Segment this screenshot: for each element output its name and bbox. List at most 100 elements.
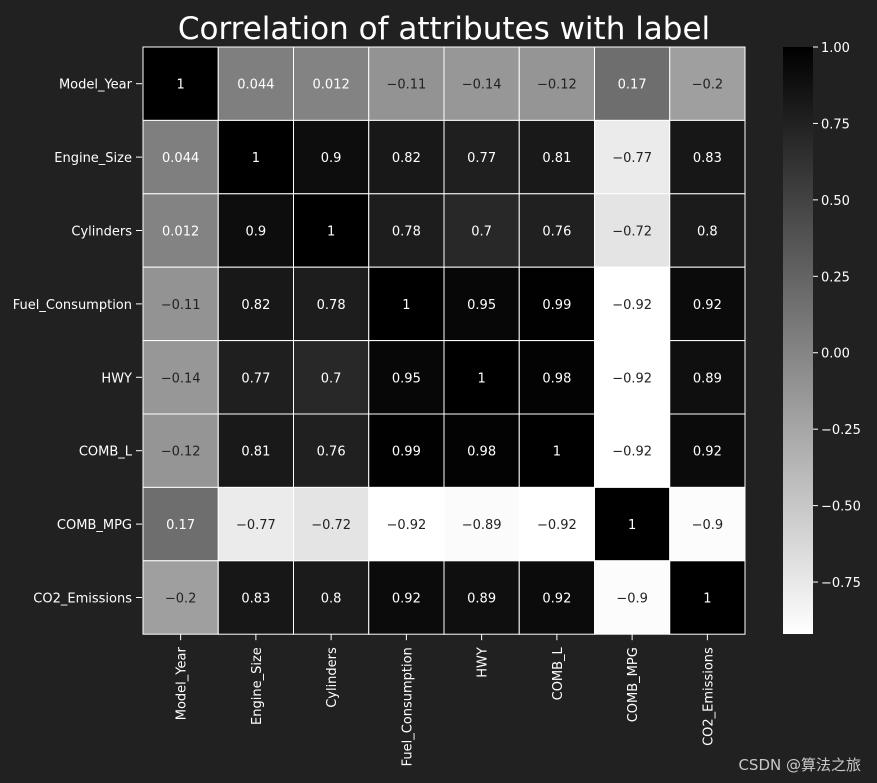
heatmap-cell — [594, 340, 671, 415]
heatmap-cell — [669, 413, 746, 488]
heatmap-cell — [368, 46, 445, 121]
heatmap-cell — [443, 266, 520, 342]
colorbar-tick-label: −0.75 — [821, 576, 861, 591]
cell-value-label: 0.83 — [693, 151, 722, 166]
colorbar-tick-label: 0.50 — [821, 194, 850, 209]
heatmap-cell — [443, 486, 520, 562]
cell-value-label: 0.9 — [246, 225, 267, 240]
heatmap-cell — [669, 486, 746, 562]
heatmap-cell — [217, 193, 294, 268]
cell-value-label: 0.82 — [392, 151, 421, 166]
cell-value-label: 0.83 — [241, 592, 270, 607]
colorbar-ticks: 1.00 0.75 0.50 0.25 0.00 −0.25 −0.50 −0.75 — [813, 41, 861, 591]
heatmap-cell — [443, 413, 520, 488]
row-tick-label: Fuel_Consumption — [13, 298, 132, 313]
column-tick-label: COMB_L — [551, 646, 566, 700]
heatmap-cell — [443, 46, 520, 121]
heatmap-cell — [443, 119, 520, 195]
cell-value-label: 1 — [176, 78, 184, 93]
column-tick-label: CO2_Emissions — [701, 647, 716, 746]
heatmap-cell — [669, 119, 746, 195]
cell-value-label: −0.2 — [692, 78, 724, 93]
heatmap-cell — [669, 340, 746, 415]
heatmap-cell — [518, 46, 595, 121]
cell-value-label: 0.8 — [321, 592, 342, 607]
chart-title: Correlation of attributes with label — [178, 11, 710, 47]
watermark: CSDN @算法之旅 — [738, 756, 861, 774]
cell-value-label: −0.12 — [161, 445, 201, 460]
heatmap-cell — [443, 193, 520, 268]
column-tick-label: COMB_MPG — [626, 647, 641, 722]
cell-value-label: 0.77 — [241, 371, 270, 386]
heatmap-cell — [368, 340, 445, 415]
row-tick-label: Model_Year — [59, 78, 133, 93]
cell-value-label: 0.92 — [693, 445, 722, 460]
row-tick-label: Cylinders — [71, 225, 132, 240]
row-labels: Model_Year Engine_Size Cylinders Fuel_Consu… — [13, 78, 142, 607]
heatmap-cell — [594, 413, 671, 488]
column-tick-label: Model_Year — [175, 647, 190, 721]
cell-value-label: 0.7 — [321, 371, 342, 386]
heatmap-cell — [518, 340, 595, 415]
cell-value-label: −0.11 — [386, 78, 426, 93]
cell-value-label: 0.95 — [392, 371, 421, 386]
heatmap-cell — [594, 193, 671, 268]
colorbar-tick-label: 0.25 — [821, 270, 850, 285]
cell-value-label: 0.7 — [471, 225, 492, 240]
heatmap-cell — [443, 340, 520, 415]
cell-value-label: −0.92 — [612, 298, 652, 313]
heatmap-cell — [669, 46, 746, 121]
cell-value-label: −0.77 — [612, 151, 652, 166]
cell-value-label: −0.9 — [692, 518, 724, 533]
cell-value-label: 0.89 — [693, 371, 722, 386]
heatmap-cell — [142, 193, 219, 268]
cell-value-label: 0.044 — [162, 151, 199, 166]
cell-value-label: −0.14 — [462, 78, 502, 93]
cell-value-label: −0.89 — [462, 518, 502, 533]
cell-value-label: 0.98 — [467, 445, 496, 460]
heatmap-cell — [293, 266, 370, 342]
column-labels: Model_Year Engine_Size Cylinders Fuel_Consu… — [175, 634, 716, 766]
heatmap-cell — [669, 193, 746, 268]
row-tick-label: Engine_Size — [54, 151, 132, 166]
cell-value-label: −0.72 — [311, 518, 351, 533]
heatmap-cell — [217, 46, 294, 121]
cell-value-label: 0.78 — [392, 225, 421, 240]
heatmap-cell — [217, 486, 294, 562]
cell-value-label: 0.044 — [237, 78, 274, 93]
heatmap-cell — [594, 266, 671, 342]
cell-value-label: −0.92 — [537, 518, 577, 533]
heatmap-cell — [217, 413, 294, 488]
heatmap-cell — [142, 266, 219, 342]
colorbar-tick-label: 0.00 — [821, 347, 850, 362]
cell-value-label: −0.2 — [165, 592, 197, 607]
cell-value-label: −0.12 — [537, 78, 577, 93]
colorbar-tick-label: −0.50 — [821, 500, 861, 515]
cell-value-label: 0.8 — [697, 225, 718, 240]
cell-value-label: 0.012 — [162, 225, 199, 240]
row-tick-label: COMB_L — [79, 445, 133, 460]
heatmap-cell — [518, 119, 595, 195]
heatmap-cell — [293, 193, 370, 268]
column-tick-label: Fuel_Consumption — [400, 647, 415, 766]
cell-value-label: 0.95 — [467, 298, 496, 313]
heatmap-cell — [293, 413, 370, 488]
colorbar-tick-label: 0.75 — [821, 117, 850, 132]
cell-value-label: −0.77 — [236, 518, 276, 533]
heatmap-cell — [443, 560, 520, 635]
colorbar-tick-label: −0.25 — [821, 423, 861, 438]
cell-value-label: 0.81 — [241, 445, 270, 460]
cell-value-label: −0.72 — [612, 225, 652, 240]
heatmap-cell — [217, 119, 294, 195]
column-tick-label: HWY — [476, 647, 491, 678]
cell-value-label: −0.11 — [161, 298, 201, 313]
colorbar-tick-label: 1.00 — [821, 41, 850, 56]
cell-value-label: −0.9 — [616, 592, 648, 607]
heatmap-cell — [518, 486, 595, 562]
heatmap-cells: 1 0.044 0.012 −0.11 −0.14 −0.12 0.17 −0.2 0.044 1… — [142, 46, 746, 635]
colorbar: 1.00 0.75 0.50 0.25 0.00 −0.25 −0.50 −0.75 — [783, 41, 861, 634]
heatmap-cell — [669, 560, 746, 635]
cell-value-label: 0.012 — [313, 78, 350, 93]
row-tick-label: COMB_MPG — [57, 518, 132, 533]
